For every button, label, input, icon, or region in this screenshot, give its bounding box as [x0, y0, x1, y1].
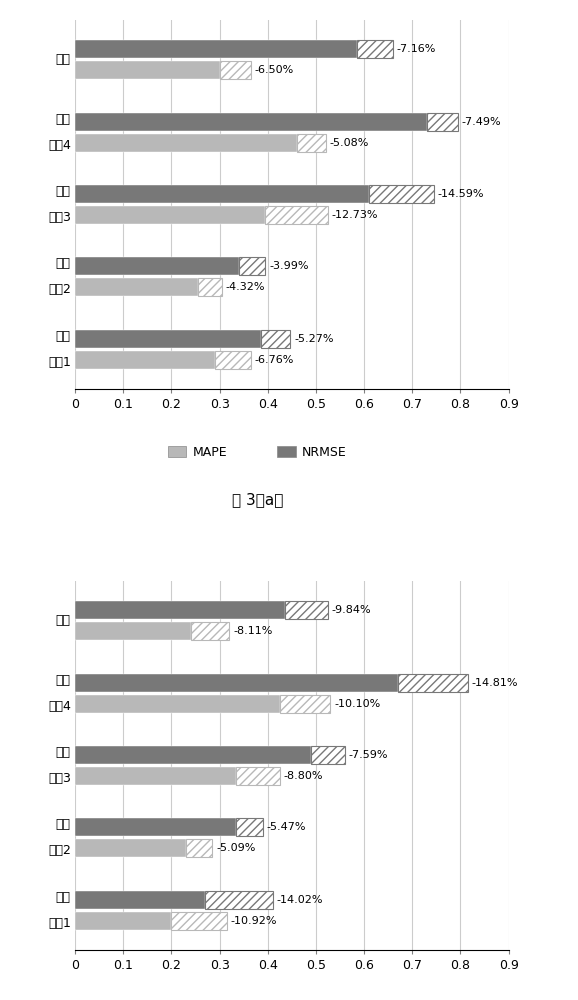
Bar	[75, 278, 198, 296]
Text: 总体: 总体	[56, 53, 71, 66]
Text: -9.84%: -9.84%	[332, 605, 372, 615]
Bar	[297, 134, 325, 152]
Text: 天气: 天气	[56, 330, 71, 343]
Text: -14.81%: -14.81%	[472, 678, 518, 688]
Text: -10.92%: -10.92%	[231, 916, 277, 926]
Text: -4.32%: -4.32%	[226, 282, 265, 292]
Text: 天气: 天气	[56, 891, 71, 904]
Text: -7.16%: -7.16%	[397, 44, 436, 54]
Text: -7.49%: -7.49%	[462, 117, 502, 127]
Text: -12.73%: -12.73%	[332, 210, 379, 220]
Text: 图 3（a）: 图 3（a）	[232, 492, 283, 507]
Bar	[75, 61, 220, 79]
Bar	[75, 818, 236, 836]
Text: 总体: 总体	[56, 614, 71, 627]
Bar	[75, 746, 311, 764]
Bar	[75, 257, 239, 275]
Bar	[205, 891, 273, 909]
Text: 天气: 天气	[56, 674, 71, 687]
Text: -6.76%: -6.76%	[255, 355, 294, 365]
Text: -3.99%: -3.99%	[269, 261, 309, 271]
Text: -8.11%: -8.11%	[233, 626, 272, 636]
Bar	[75, 40, 357, 58]
Text: 天气: 天气	[56, 257, 71, 270]
Bar	[265, 206, 328, 224]
Text: -8.80%: -8.80%	[284, 771, 323, 781]
Text: 类型4: 类型4	[48, 700, 71, 713]
Bar	[198, 278, 222, 296]
Text: 类型2: 类型2	[48, 844, 71, 857]
Text: 类型4: 类型4	[48, 139, 71, 152]
Bar	[75, 891, 205, 909]
Bar	[172, 912, 227, 930]
Text: 天气: 天气	[56, 818, 71, 831]
Text: -5.08%: -5.08%	[329, 138, 369, 148]
Bar	[357, 40, 393, 58]
Text: 类型1: 类型1	[48, 917, 71, 930]
Text: -14.59%: -14.59%	[438, 189, 484, 199]
Bar	[186, 839, 213, 857]
Text: -6.50%: -6.50%	[255, 65, 294, 75]
Bar	[215, 351, 251, 369]
Bar	[280, 695, 331, 713]
Bar	[220, 61, 251, 79]
Bar	[311, 746, 345, 764]
Bar	[75, 622, 191, 640]
Bar	[75, 185, 369, 203]
Bar	[75, 134, 297, 152]
Text: -14.02%: -14.02%	[276, 895, 323, 905]
Bar	[75, 767, 236, 785]
Bar	[75, 206, 265, 224]
Bar	[369, 185, 434, 203]
Bar	[191, 622, 229, 640]
Text: 类型1: 类型1	[48, 356, 71, 369]
Bar	[75, 674, 398, 692]
Bar	[285, 601, 328, 619]
Bar	[75, 113, 427, 131]
Text: 天气: 天气	[56, 113, 71, 126]
Bar	[75, 839, 186, 857]
Text: 天气: 天气	[56, 746, 71, 759]
Bar	[75, 351, 215, 369]
Text: -5.27%: -5.27%	[294, 334, 334, 344]
Bar	[75, 601, 285, 619]
Text: 类型3: 类型3	[48, 211, 71, 224]
Text: -10.10%: -10.10%	[334, 699, 380, 709]
Text: 天气: 天气	[56, 185, 71, 198]
Bar	[75, 912, 172, 930]
Bar	[75, 330, 261, 348]
Text: 类型3: 类型3	[48, 772, 71, 785]
Bar	[75, 695, 280, 713]
Bar	[236, 767, 280, 785]
Bar	[236, 818, 263, 836]
Bar	[427, 113, 458, 131]
Text: 类型2: 类型2	[48, 283, 71, 296]
Legend: MAPE, NRMSE: MAPE, NRMSE	[162, 441, 352, 464]
Bar	[261, 330, 291, 348]
Text: -7.59%: -7.59%	[349, 750, 388, 760]
Text: -5.47%: -5.47%	[267, 822, 306, 832]
Bar	[239, 257, 265, 275]
Bar	[398, 674, 468, 692]
Text: -5.09%: -5.09%	[216, 843, 255, 853]
